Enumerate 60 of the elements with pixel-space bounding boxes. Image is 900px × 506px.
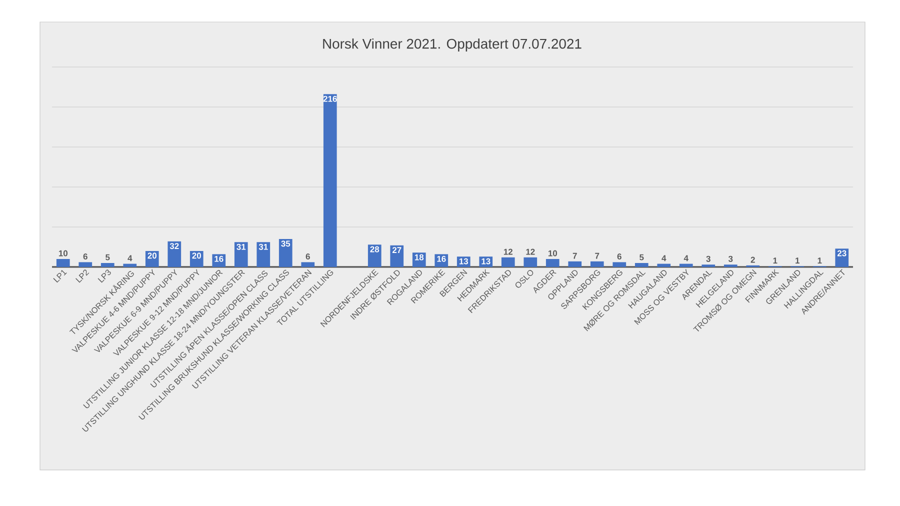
data-label: 6 — [617, 254, 622, 260]
data-label: 20 — [192, 252, 201, 259]
data-label: 1 — [773, 258, 778, 264]
data-label: 32 — [170, 243, 179, 250]
x-tick-label: LP2 — [76, 270, 90, 283]
data-label: 7 — [595, 252, 600, 259]
x-tick-label: LP1 — [53, 270, 67, 283]
data-label: 16 — [437, 256, 446, 262]
data-label: 35 — [281, 240, 290, 247]
data-label: 12 — [504, 248, 513, 255]
bar — [301, 262, 315, 267]
bar — [546, 258, 560, 267]
bar — [679, 264, 693, 267]
chart-title: Norsk Vinner 2021. Oppdatert 07.07.2021 — [323, 38, 582, 52]
bar — [368, 244, 382, 267]
bar — [657, 264, 671, 267]
data-label: 3 — [706, 256, 710, 262]
data-label: 18 — [414, 254, 424, 260]
data-label: 27 — [392, 247, 402, 253]
x-tick-label: LP3 — [98, 270, 111, 283]
bar — [234, 242, 248, 267]
data-label: 5 — [640, 254, 644, 260]
data-label: 23 — [837, 250, 846, 256]
data-label: 16 — [214, 256, 224, 262]
data-label: 6 — [83, 254, 88, 260]
data-label: 7 — [572, 252, 577, 259]
bar — [256, 242, 270, 267]
data-label: 13 — [459, 258, 468, 264]
data-label: 31 — [236, 244, 246, 250]
bar — [168, 241, 182, 267]
bar — [390, 245, 404, 267]
data-label: 6 — [306, 254, 310, 260]
data-label: 13 — [482, 258, 490, 264]
data-label: 12 — [526, 248, 535, 255]
bar — [568, 261, 582, 267]
bar — [56, 258, 70, 267]
bar — [323, 94, 337, 267]
bar — [78, 262, 92, 267]
bar — [590, 261, 604, 267]
data-label: 4 — [684, 255, 688, 262]
data-label: 2 — [750, 256, 755, 263]
bar — [634, 262, 648, 267]
bar — [100, 262, 114, 267]
data-label: 5 — [106, 254, 110, 260]
data-label: 28 — [370, 246, 380, 252]
data-label: 4 — [662, 255, 666, 262]
bar — [278, 238, 292, 267]
data-label: 1 — [818, 258, 822, 264]
bar — [835, 248, 849, 267]
bar — [123, 264, 137, 267]
bar — [612, 262, 626, 267]
data-label: 3 — [728, 256, 733, 262]
data-label: 1 — [796, 258, 800, 264]
bar — [524, 257, 538, 267]
data-label: 10 — [548, 250, 557, 256]
data-label: 10 — [58, 250, 68, 256]
data-label: 20 — [148, 252, 156, 259]
data-label: 31 — [258, 244, 268, 250]
bar — [501, 257, 515, 267]
data-label: 4 — [128, 255, 132, 262]
